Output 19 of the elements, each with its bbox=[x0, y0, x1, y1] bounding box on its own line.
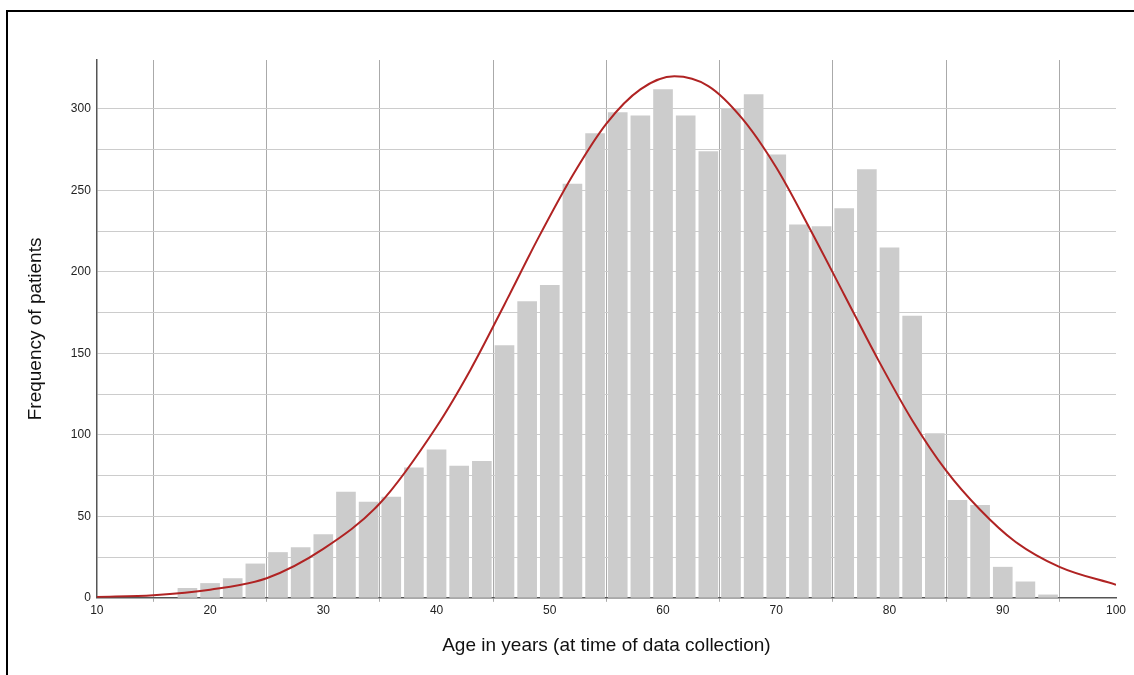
x-tick-label: 90 bbox=[996, 603, 1010, 618]
x-tick-label: 60 bbox=[656, 603, 671, 618]
y-tick-label: 250 bbox=[70, 182, 92, 197]
y-axis-title: Frequency of patients bbox=[23, 237, 45, 421]
x-tick-label: 100 bbox=[1105, 603, 1127, 618]
x-tick-label: 40 bbox=[429, 603, 444, 618]
y-tick-label: 200 bbox=[70, 264, 92, 279]
y-tick-label: 150 bbox=[70, 345, 92, 360]
y-tick-label: 50 bbox=[77, 508, 92, 523]
x-tick-label: 50 bbox=[543, 603, 557, 618]
y-tick-label: 100 bbox=[70, 427, 92, 442]
x-axis-title: Age in years (at time of data collection) bbox=[442, 633, 771, 655]
y-tick-label: 300 bbox=[70, 101, 92, 116]
x-tick-label: 70 bbox=[769, 603, 784, 618]
x-tick-label: 30 bbox=[316, 603, 331, 618]
y-tick-label: 0 bbox=[84, 590, 92, 605]
x-tick-label: 80 bbox=[882, 603, 897, 618]
x-tick-label: 10 bbox=[90, 603, 104, 618]
x-tick-label: 20 bbox=[203, 603, 218, 618]
